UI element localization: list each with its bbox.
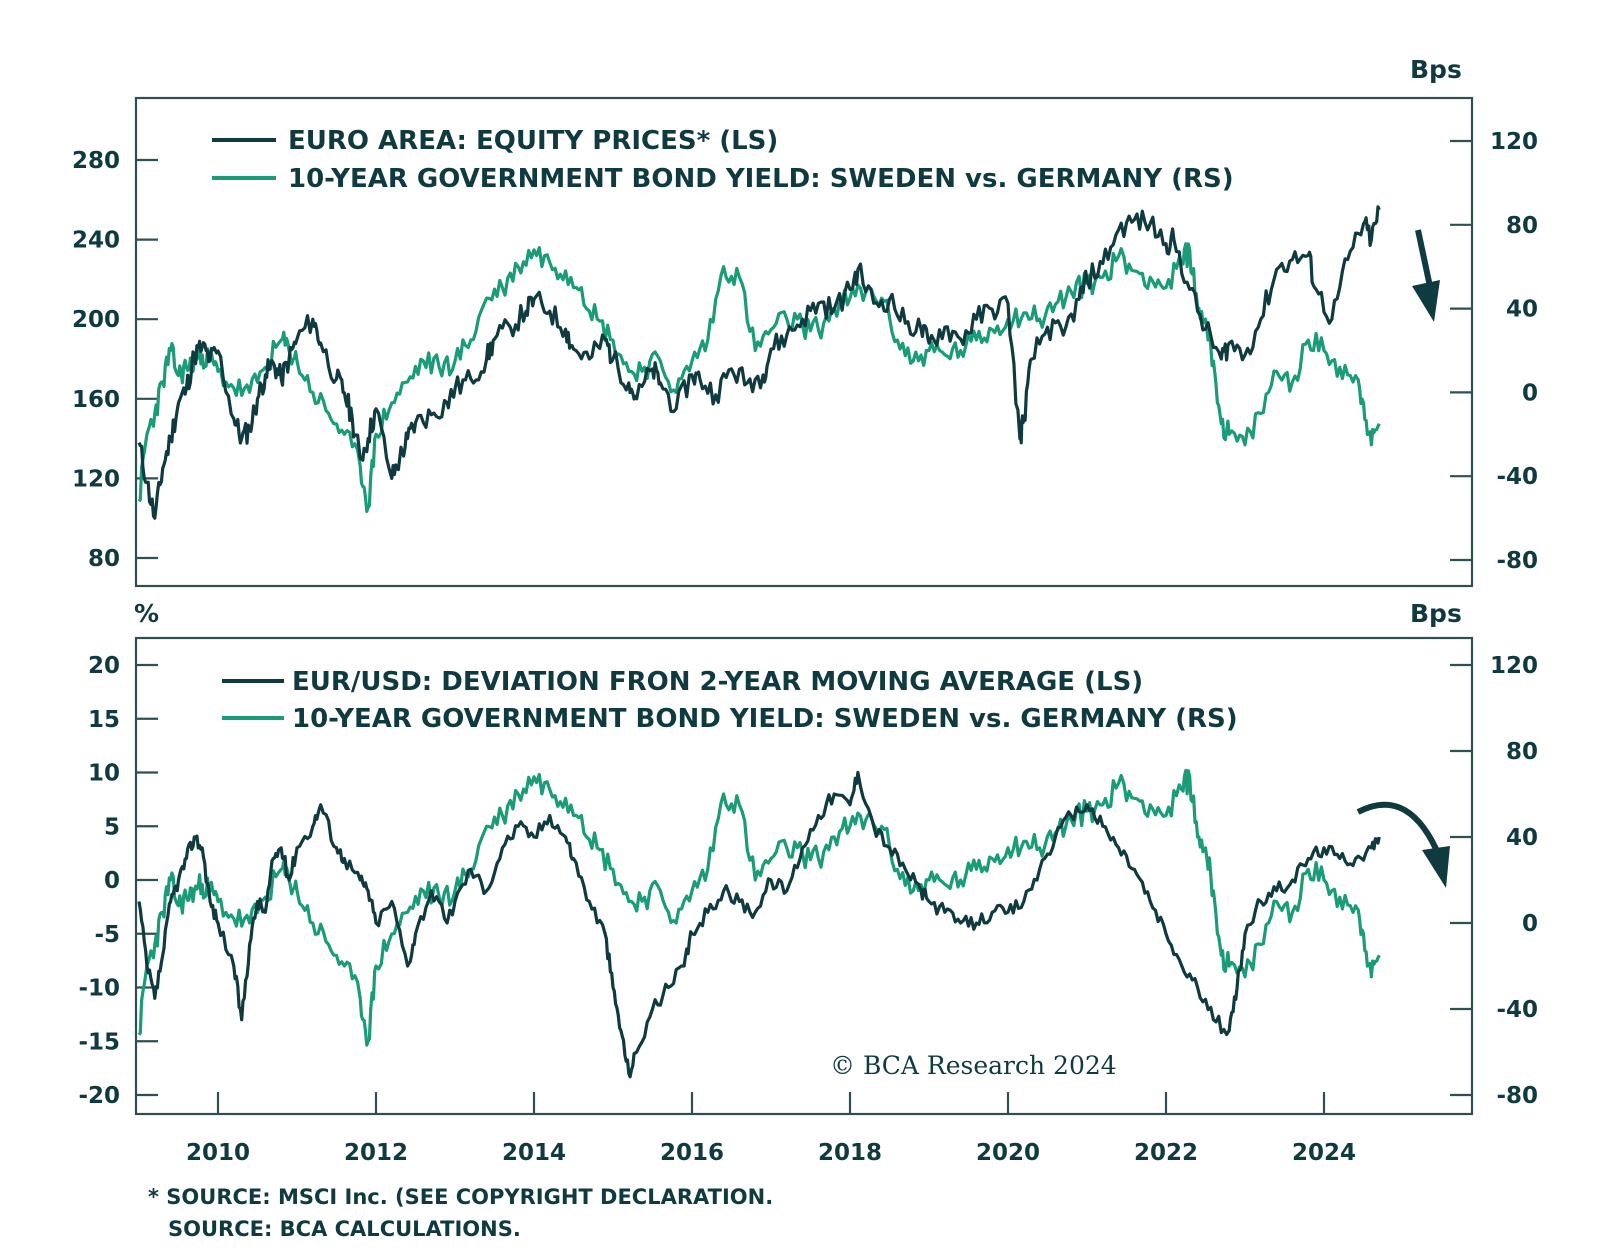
x-axis-tick-label: 2012	[344, 1140, 408, 1166]
bottom-right-axis-tick-label: -80	[1496, 1083, 1538, 1109]
x-axis-tick-label: 2022	[1134, 1140, 1198, 1166]
bottom-left-axis-tick-label: -10	[78, 976, 120, 1002]
bottom-left-axis-tick-label: 0	[104, 868, 120, 894]
footnotes: * SOURCE: MSCI Inc. (SEE COPYRIGHT DECLA…	[148, 1185, 773, 1241]
bottom-left-axis: -20 -15 -10 -5 0 5 10 15 20	[78, 653, 158, 1109]
x-axis: 2010 2012 2014 2016 2018 2020 2022 2024	[186, 1092, 1356, 1166]
bottom-legend: EUR/USD: DEVIATION FRON 2-YEAR MOVING AV…	[222, 667, 1238, 734]
bottom-right-axis-tick-label: 120	[1490, 653, 1538, 679]
bottom-right-axis-tick-label: 80	[1506, 739, 1538, 765]
top-arrow-head-icon	[1412, 280, 1440, 322]
top-right-axis-tick-label: 0	[1522, 380, 1538, 406]
top-left-axis-tick-label: 200	[72, 307, 120, 333]
footnote-source-msci: * SOURCE: MSCI Inc. (SEE COPYRIGHT DECLA…	[148, 1185, 773, 1209]
top-right-axis-tick-label: 80	[1506, 213, 1538, 239]
top-right-axis-tick-label: 120	[1490, 129, 1538, 155]
bottom-left-axis-unit: %	[134, 599, 159, 628]
bottom-arrow-head-icon	[1422, 846, 1450, 888]
bottom-left-axis-tick-label: 5	[104, 814, 120, 840]
top-left-axis: 80 120 160 200 240 280	[72, 148, 158, 572]
bottom-right-axis-tick-label: 0	[1522, 911, 1538, 937]
top-left-axis-tick-label: 160	[72, 387, 120, 413]
bottom-left-axis-tick-label: -15	[78, 1029, 120, 1055]
x-axis-tick-label: 2010	[186, 1140, 250, 1166]
top-left-axis-tick-label: 280	[72, 148, 120, 174]
bottom-right-axis-tick-label: 40	[1506, 825, 1538, 851]
top-legend: EURO AREA: EQUITY PRICES* (LS) 10-YEAR G…	[212, 126, 1234, 194]
top-legend-label-yield: 10-YEAR GOVERNMENT BOND YIELD: SWEDEN vs…	[288, 164, 1234, 194]
bottom-left-axis-tick-label: 20	[88, 653, 120, 679]
chart: Bps 80120160200240280 -80-4004080120 EUR…	[0, 0, 1600, 1254]
top-right-axis: -80 -40 0 40 80 120	[1450, 129, 1538, 574]
top-legend-label-equity: EURO AREA: EQUITY PRICES* (LS)	[288, 126, 778, 156]
bottom-legend-label-yield: 10-YEAR GOVERNMENT BOND YIELD: SWEDEN vs…	[292, 704, 1238, 734]
x-axis-tick-label: 2020	[976, 1140, 1040, 1166]
bottom-right-axis: -80 -40 0 40 80 120	[1450, 653, 1538, 1109]
top-right-axis-tick-label: -40	[1496, 464, 1538, 490]
top-left-axis-tick-label: 120	[72, 466, 120, 492]
top-right-axis-tick-label: 40	[1506, 297, 1538, 323]
bottom-panel: % Bps -20 -15 -10 -5 0 5 10 15 20 -80 -40 0 40 80 120…	[78, 599, 1538, 1166]
x-axis-tick-label: 2024	[1292, 1140, 1356, 1166]
bottom-left-axis-tick-label: -20	[78, 1083, 120, 1109]
top-panel: Bps 80 120 160 200 240 280 -80 -40 0 40 80 120 EUR…	[72, 55, 1538, 586]
x-axis-tick-label: 2016	[660, 1140, 724, 1166]
top-left-axis-tick-label: 80	[88, 546, 120, 572]
bottom-left-axis-tick-label: -5	[94, 922, 120, 948]
bottom-legend-label-eurusd: EUR/USD: DEVIATION FRON 2-YEAR MOVING AV…	[292, 667, 1143, 697]
bottom-left-axis-tick-label: 15	[88, 707, 120, 733]
bottom-right-axis-unit: Bps	[1410, 599, 1462, 628]
x-axis-tick-label: 2018	[818, 1140, 882, 1166]
top-left-axis-tick-label: 240	[72, 228, 120, 254]
bottom-left-axis-tick-label: 10	[88, 761, 120, 787]
top-right-axis-tick-label: -80	[1496, 548, 1538, 574]
top-down-arrow	[1412, 230, 1440, 322]
top-series-equity-line	[139, 207, 1379, 518]
bottom-right-axis-tick-label: -40	[1496, 997, 1538, 1023]
top-right-axis-unit: Bps	[1410, 55, 1462, 84]
copyright-watermark: © BCA Research 2024	[830, 1051, 1117, 1080]
footnote-source-bca: SOURCE: BCA CALCULATIONS.	[168, 1217, 521, 1241]
x-axis-tick-label: 2014	[502, 1140, 566, 1166]
